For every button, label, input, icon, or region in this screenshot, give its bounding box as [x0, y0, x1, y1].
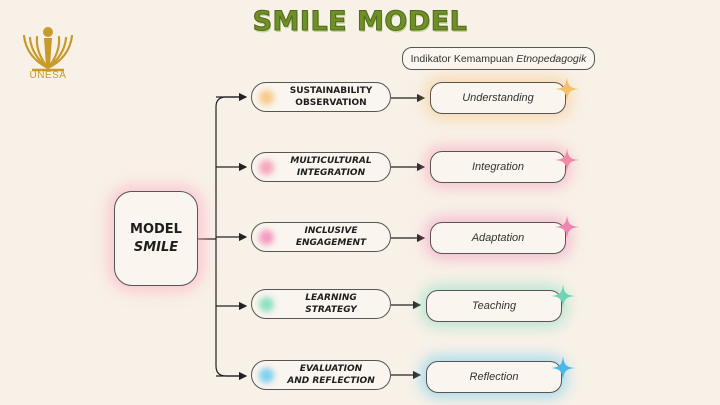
- stage-label-line1: EVALUATION: [299, 364, 363, 374]
- indicator-reflection: Reflection: [426, 361, 562, 393]
- unesa-logo-icon: [22, 27, 74, 72]
- stage-label: MULTICULTURAL INTEGRATION: [276, 153, 386, 181]
- sparkle-icon: [555, 148, 579, 172]
- model-smile-box: MODEL SMILE: [114, 191, 198, 286]
- stage-label-line2: ENGAGEMENT: [295, 238, 367, 248]
- sparkle-icon: [555, 77, 579, 101]
- stage-label-line1: SUSTAINABILITY: [289, 86, 373, 96]
- stage-label-line2: AND REFLECTION: [287, 376, 375, 386]
- indicator-understanding: Understanding: [430, 82, 566, 114]
- stage-label-line1: MULTICULTURAL: [290, 156, 372, 166]
- indicator-header: Indikator Kemampuan Etnopedagogik: [402, 47, 595, 70]
- stage-glow-dot: [259, 230, 274, 245]
- stage-label-line1: INCLUSIVE: [304, 226, 358, 236]
- page-title: SMILE MODEL: [252, 6, 468, 38]
- stage-multicultural-integration: MULTICULTURAL INTEGRATION: [251, 152, 391, 182]
- stage-glow-dot: [259, 368, 274, 383]
- stage-glow-dot: [259, 90, 274, 105]
- stage-glow-dot: [259, 297, 274, 312]
- stage-inclusive-engagement: INCLUSIVE ENGAGEMENT: [251, 222, 391, 252]
- indicator-adaptation: Adaptation: [430, 222, 566, 254]
- stage-label: SUSTAINABILITY OBSERVATION: [276, 83, 386, 111]
- stage-label-line2: STRATEGY: [305, 305, 357, 315]
- stage-glow-dot: [259, 160, 274, 175]
- stage-label-line2: OBSERVATION: [295, 98, 367, 108]
- stage-sustainability-observation: SUSTAINABILITY OBSERVATION: [251, 82, 391, 112]
- stage-learning-strategy: LEARNING STRATEGY: [251, 289, 391, 319]
- indicator-header-prefix: Indikator Kemampuan: [410, 52, 514, 65]
- model-label-line2: SMILE: [133, 239, 179, 255]
- sparkle-icon: [555, 215, 579, 239]
- sparkle-icon: [551, 284, 575, 308]
- stage-label: EVALUATION AND REFLECTION: [276, 361, 386, 389]
- model-label-line1: MODEL: [130, 221, 182, 237]
- stage-label-line2: INTEGRATION: [296, 168, 366, 178]
- stage-label: LEARNING STRATEGY: [276, 290, 386, 318]
- indicator-teaching: Teaching: [426, 290, 562, 322]
- indicator-integration: Integration: [430, 151, 566, 183]
- logo-label: UNESA: [29, 70, 67, 81]
- indicator-header-emphasis: Etnopedagogik: [516, 52, 587, 65]
- sparkle-icon: [551, 356, 575, 380]
- stage-evaluation-reflection: EVALUATION AND REFLECTION: [251, 360, 391, 390]
- stage-label-line1: LEARNING: [305, 293, 357, 303]
- stage-label: INCLUSIVE ENGAGEMENT: [276, 223, 386, 251]
